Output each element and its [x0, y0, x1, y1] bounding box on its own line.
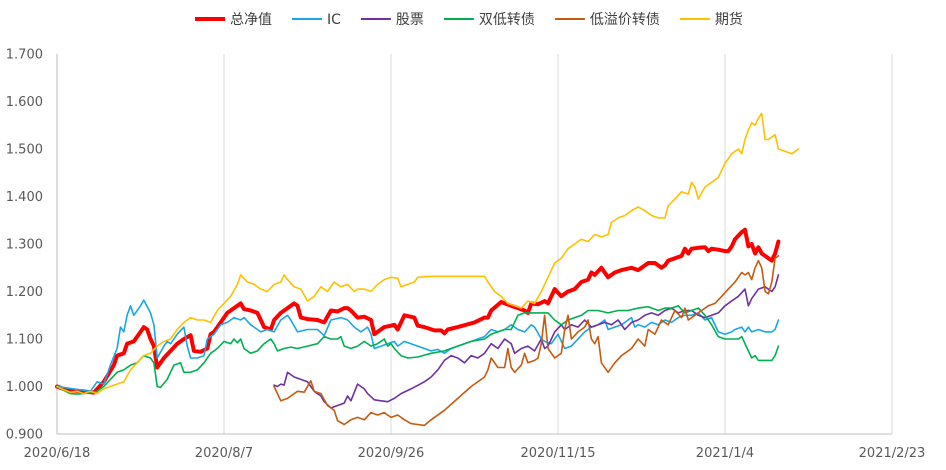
- series-line-3: [56, 305, 780, 395]
- series-layer: [55, 112, 800, 427]
- y-tick-label: 1.100: [6, 333, 43, 348]
- legend: 总净值 IC 股票 双低转债 低溢价转债 期货: [195, 11, 743, 28]
- legend-label-4: 低溢价转债: [590, 12, 660, 28]
- y-tick-label: 1.000: [6, 380, 43, 395]
- series-line-0: [55, 227, 781, 395]
- x-tick-label: 2020/11/15: [521, 446, 596, 461]
- series-line-2: [273, 274, 780, 409]
- y-tick-label: 1.600: [6, 95, 43, 110]
- x-tick-label: 2021/2/23: [859, 446, 926, 461]
- legend-label-2: 股票: [396, 12, 424, 28]
- legend-label-0: 总净值: [230, 12, 272, 28]
- x-tick-label: 2020/6/18: [24, 446, 91, 461]
- legend-label-5: 期货: [715, 11, 743, 28]
- y-tick-label: 1.300: [6, 238, 43, 253]
- series-line-4: [273, 255, 780, 427]
- x-tick-label: 2020/8/7: [195, 446, 253, 461]
- y-tick-label: 1.400: [6, 190, 43, 205]
- y-tick-label: 1.200: [6, 285, 43, 300]
- x-tick-label: 2020/9/26: [358, 446, 425, 461]
- axis-layer: 0.900 1.000 1.100 1.200 1.300 1.400 1.500 1.600…: [6, 48, 926, 462]
- y-tick-label: 1.500: [6, 143, 43, 158]
- series-line-1: [56, 299, 780, 393]
- legend-label-3: 双低转债: [479, 12, 535, 28]
- x-tick-label: 2021/1/4: [696, 446, 754, 461]
- grid-layer: [223, 54, 893, 434]
- legend-label-1: IC: [327, 12, 341, 28]
- y-tick-label: 0.900: [6, 428, 43, 443]
- y-tick-label: 1.700: [6, 48, 43, 63]
- series-line-5: [56, 112, 800, 395]
